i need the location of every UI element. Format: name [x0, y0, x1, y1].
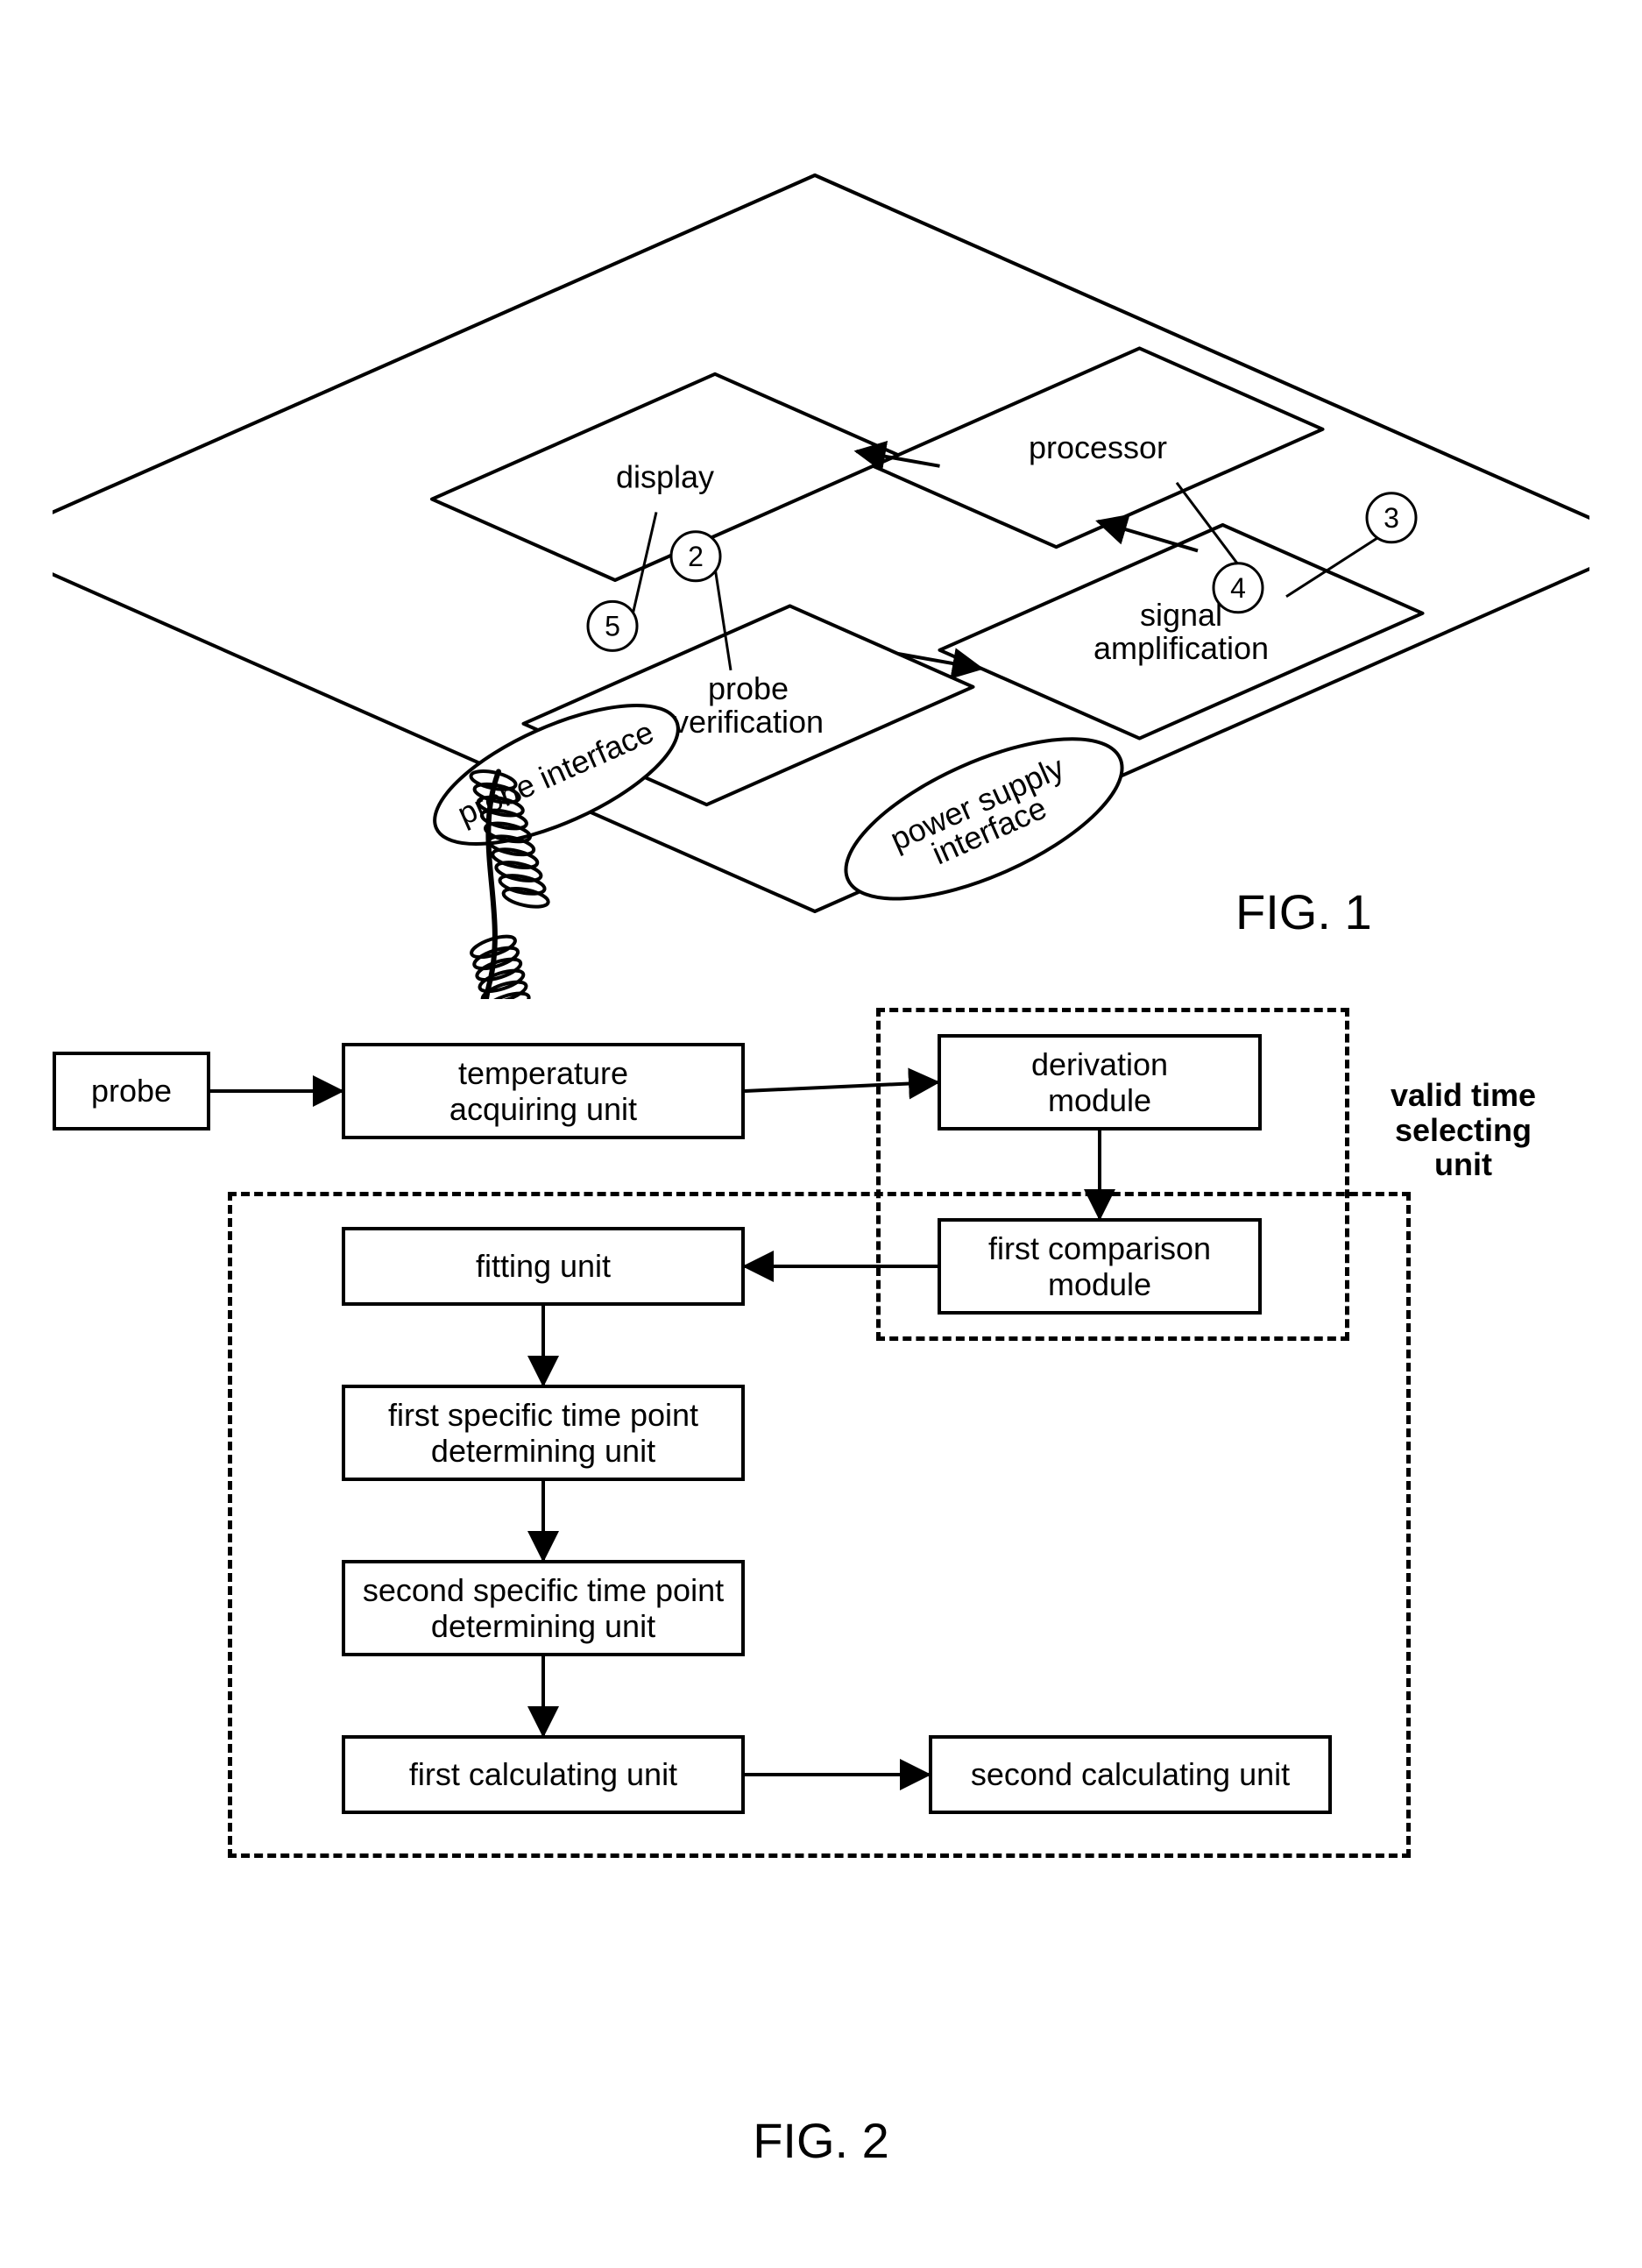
- box-second-specific-time: second specific time pointdetermining un…: [342, 1560, 745, 1656]
- box-temperature-acquiring: temperatureacquiring unit: [342, 1043, 745, 1139]
- label: derivationmodule: [1031, 1046, 1168, 1119]
- label: first specific time pointdetermining uni…: [388, 1397, 698, 1470]
- svg-text:5: 5: [605, 610, 620, 641]
- svg-text:verification: verification: [673, 704, 824, 740]
- label: temperatureacquiring unit: [449, 1055, 637, 1128]
- label: probe: [91, 1073, 172, 1109]
- box-probe: probe: [53, 1052, 210, 1130]
- box-second-calculating: second calculating unit: [929, 1735, 1332, 1814]
- fig2-caption: FIG. 2: [53, 2112, 1589, 2169]
- svg-text:FIG. 1: FIG. 1: [1235, 884, 1372, 939]
- svg-text:3: 3: [1384, 502, 1399, 534]
- box-derivation-module: derivationmodule: [938, 1034, 1262, 1130]
- label: first comparisonmodule: [988, 1230, 1211, 1303]
- label: second specific time pointdetermining un…: [363, 1572, 724, 1645]
- svg-text:probe: probe: [708, 670, 789, 706]
- valid-time-side-label: valid timeselectingunit: [1367, 1078, 1560, 1182]
- box-first-specific-time: first specific time pointdetermining uni…: [342, 1385, 745, 1481]
- label: second calculating unit: [971, 1756, 1290, 1792]
- figure-2-flowchart: probe temperatureacquiring unit derivati…: [53, 1034, 1589, 2086]
- svg-text:display: display: [616, 458, 714, 494]
- figure-1: probeverification signalamplification proc…: [53, 35, 1589, 999]
- fig1-svg: probeverification signalamplification proc…: [53, 35, 1589, 999]
- svg-text:4: 4: [1230, 572, 1246, 604]
- box-first-calculating: first calculating unit: [342, 1735, 745, 1814]
- label: fitting unit: [476, 1248, 611, 1284]
- svg-text:2: 2: [688, 541, 704, 572]
- svg-text:processor: processor: [1029, 429, 1167, 465]
- svg-text:amplification: amplification: [1093, 630, 1269, 666]
- box-fitting-unit: fitting unit: [342, 1227, 745, 1306]
- label: first calculating unit: [409, 1756, 677, 1792]
- box-first-comparison: first comparisonmodule: [938, 1218, 1262, 1315]
- svg-text:signal: signal: [1140, 597, 1222, 633]
